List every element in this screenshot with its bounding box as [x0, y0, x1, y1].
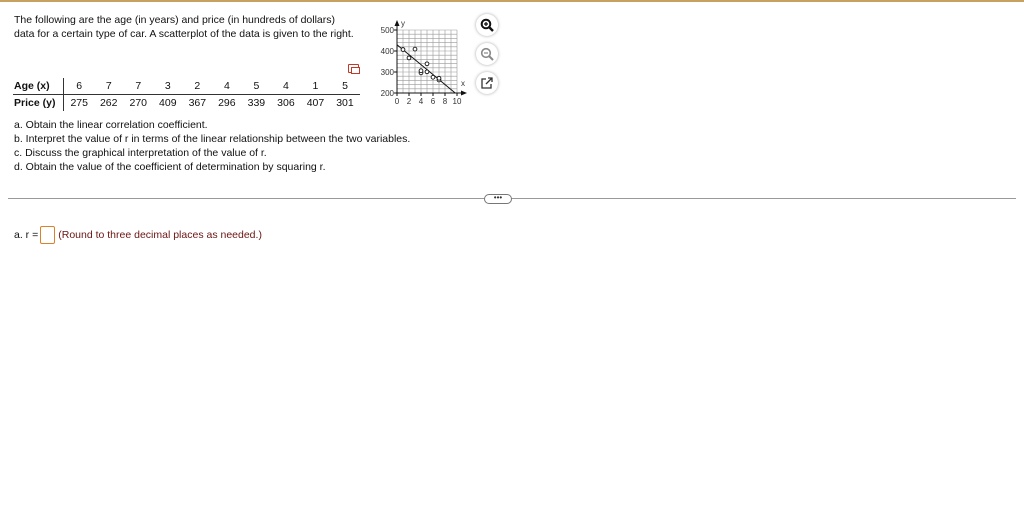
x-tick-label: 10 — [453, 97, 462, 106]
data-point — [424, 69, 430, 75]
regression-line — [396, 44, 456, 94]
data-point — [418, 68, 424, 74]
y-tick-label: 500 — [381, 26, 395, 35]
table-cell: 4 — [271, 78, 301, 95]
x-tick-label: 6 — [431, 97, 436, 106]
table-cell: 306 — [277, 97, 295, 109]
table-row: Price (y) 275 262 270 409 367 296 339 306 407 301 — [13, 94, 360, 111]
table-cell: 296 — [218, 97, 236, 109]
y-axis-label: y — [401, 19, 405, 28]
question-b: b. Interpret the value of r in terms of … — [14, 133, 411, 145]
data-point — [424, 61, 430, 67]
answer-row: a. r = (Round to three decimal places as… — [14, 226, 262, 244]
table-cell: 1 — [300, 78, 331, 95]
r-answer-input[interactable] — [40, 226, 56, 244]
table-cell: 5 — [330, 78, 360, 95]
table-cell: 270 — [129, 97, 148, 109]
popout-button[interactable] — [476, 72, 498, 94]
x-axis-label: x — [461, 79, 465, 88]
question-d: d. Obtain the value of the coefficient o… — [14, 161, 326, 173]
x-tick-label: 2 — [407, 97, 412, 106]
table-cell: 367 — [188, 97, 207, 109]
y-tick-label: 400 — [381, 47, 395, 56]
data-table: Age (x) 6 7 7 3 2 4 5 4 1 5 Price (y) 275 262 270 409 3… — [13, 78, 360, 111]
table-cell: 2 — [182, 78, 213, 95]
question-c: c. Discuss the graphical interpretation … — [14, 147, 267, 159]
data-point — [400, 47, 406, 52]
row-header: Age (x) — [13, 78, 65, 95]
table-cell: 7 — [123, 78, 154, 95]
table-cell: 407 — [306, 97, 325, 109]
table-cell: 6 — [63, 78, 94, 95]
x-tick-label: 4 — [419, 97, 424, 106]
questions-list: a. Obtain the linear correlation coeffic… — [14, 118, 410, 174]
table-cell: 4 — [212, 78, 242, 95]
x-tick-label: 0 — [395, 97, 400, 106]
data-point — [412, 46, 418, 52]
answer-label: a. r = — [14, 229, 39, 241]
external-link-icon — [481, 77, 493, 89]
problem-intro: The following are the age (in years) and… — [14, 14, 354, 40]
table-cell: 262 — [99, 97, 118, 109]
section-divider — [8, 198, 1016, 199]
table-cell: 5 — [241, 78, 272, 95]
question-a: a. Obtain the linear correlation coeffic… — [14, 119, 208, 131]
copy-data-icon[interactable] — [348, 64, 360, 74]
table-cell: 339 — [247, 97, 266, 109]
x-axis-arrow — [461, 90, 467, 96]
data-point — [430, 74, 436, 80]
data-point — [406, 55, 412, 61]
x-tick-label: 8 — [443, 97, 448, 106]
scatterplot: 0 2 4 6 8 10 200 300 400 500 x y — [381, 19, 467, 106]
table-cell: 275 — [70, 97, 88, 109]
table-cell: 3 — [153, 78, 183, 95]
rounding-hint: (Round to three decimal places as needed… — [58, 229, 262, 241]
top-border — [0, 0, 1024, 2]
table-cell: 301 — [336, 97, 354, 109]
zoom-out-button[interactable] — [476, 43, 498, 65]
row-header: Price (y) — [13, 94, 65, 111]
zoom-in-icon — [480, 18, 494, 32]
data-point — [436, 75, 442, 81]
zoom-out-icon — [480, 47, 494, 61]
table-cell: 409 — [159, 97, 177, 109]
table-cell: 7 — [93, 78, 124, 95]
zoom-in-button[interactable] — [476, 14, 498, 36]
y-tick-label: 200 — [381, 89, 395, 98]
y-axis-arrow — [394, 20, 400, 26]
y-tick-label: 300 — [381, 68, 395, 77]
table-row: Age (x) 6 7 7 3 2 4 5 4 1 5 — [13, 78, 360, 95]
more-options-button[interactable]: ••• — [484, 194, 512, 204]
